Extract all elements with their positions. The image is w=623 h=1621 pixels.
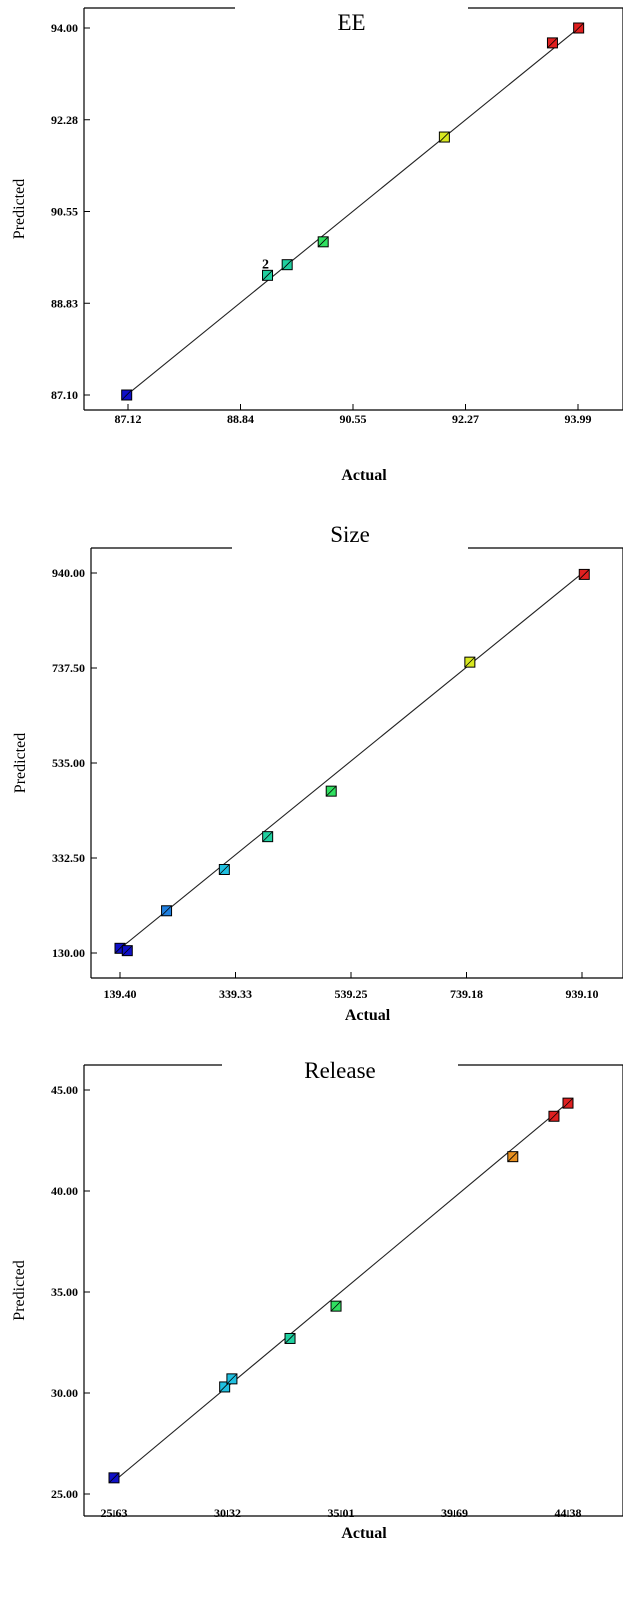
x-tick-label: 39.69 bbox=[441, 1506, 468, 1520]
data-point-slash bbox=[219, 864, 230, 875]
x-tick-label: 30.32 bbox=[214, 1506, 241, 1520]
data-point-slash bbox=[121, 945, 133, 956]
data-point-slash bbox=[439, 131, 450, 143]
x-tick-label: 87.12 bbox=[115, 412, 142, 426]
y-tick-label: 87.10 bbox=[51, 388, 78, 402]
data-point-slash bbox=[317, 236, 329, 248]
data-point-slash bbox=[284, 1333, 296, 1344]
data-point-slash bbox=[548, 1110, 560, 1122]
y-tick-label: 130.00 bbox=[52, 946, 85, 960]
fit-line bbox=[113, 1102, 569, 1482]
y-tick-label: 94.00 bbox=[51, 21, 78, 35]
x-tick-label: 339.33 bbox=[219, 987, 252, 1001]
x-tick-label: 88.84 bbox=[227, 412, 254, 426]
x-tick-label: 739.18 bbox=[450, 987, 483, 1001]
x-tick-label: 93.99 bbox=[565, 412, 592, 426]
data-point-slash bbox=[161, 905, 172, 917]
y-tick-label: 35.00 bbox=[51, 1285, 78, 1299]
y-tick-label: 45.00 bbox=[51, 1083, 78, 1097]
data-point-slash bbox=[507, 1151, 519, 1162]
chart-2: Release 25.00 30.00 35.00 40.00 45.00 25.63 30.… bbox=[11, 1058, 623, 1542]
y-tick-label: 40.00 bbox=[51, 1184, 78, 1198]
y-tick-label: 92.28 bbox=[51, 113, 78, 127]
fit-line bbox=[119, 572, 583, 950]
y-tick-label: 25.00 bbox=[51, 1487, 78, 1501]
x-tick-label: 44.38 bbox=[555, 1506, 582, 1520]
y-tick-label: 940.00 bbox=[52, 566, 85, 580]
data-point-slash bbox=[562, 1097, 574, 1109]
x-tick-label: 35.01 bbox=[328, 1506, 355, 1520]
x-tick-label: 25.63 bbox=[101, 1506, 128, 1520]
data-point-slash bbox=[121, 389, 132, 401]
y-axis-title: Predicted bbox=[11, 179, 28, 239]
chart-title: Size bbox=[330, 522, 370, 547]
x-tick-label: 139.40 bbox=[104, 987, 137, 1001]
data-point-slash bbox=[547, 37, 558, 49]
y-axis-title: Predicted bbox=[12, 733, 29, 793]
data-point-label: 2 bbox=[262, 257, 269, 272]
x-axis-title: Actual bbox=[345, 1007, 391, 1024]
chart-title: EE bbox=[337, 10, 365, 35]
data-point-slash bbox=[464, 656, 476, 668]
y-tick-label: 332.50 bbox=[52, 851, 85, 865]
x-axis-title: Actual bbox=[341, 1525, 387, 1542]
data-point-slash bbox=[114, 943, 126, 954]
x-axis-title: Actual bbox=[341, 467, 387, 484]
y-axis-title: Predicted bbox=[11, 1260, 28, 1320]
data-point-slash bbox=[262, 270, 273, 281]
chart-0: EE 87.10 88.83 90.55 92.28 94.00 87.12 88.84 90.… bbox=[11, 7, 623, 484]
chart-title: Release bbox=[304, 1058, 376, 1083]
data-point-slash bbox=[108, 1472, 120, 1484]
y-tick-label: 90.55 bbox=[51, 205, 78, 219]
data-point-slash bbox=[281, 259, 293, 270]
chart-1: Size 130.00 332.50 535.00 737.50 940.00 139.40… bbox=[12, 522, 623, 1024]
y-tick-label: 88.83 bbox=[51, 296, 78, 310]
x-tick-label: 92.27 bbox=[452, 412, 479, 426]
fit-line bbox=[127, 28, 579, 395]
y-tick-label: 737.50 bbox=[52, 661, 85, 675]
data-point-slash bbox=[325, 785, 337, 797]
y-tick-label: 30.00 bbox=[51, 1386, 78, 1400]
data-point-slash bbox=[578, 569, 590, 580]
data-point-slash bbox=[573, 22, 584, 34]
x-tick-label: 939.10 bbox=[566, 987, 599, 1001]
y-tick-label: 535.00 bbox=[52, 756, 85, 770]
x-tick-label: 539.25 bbox=[335, 987, 368, 1001]
x-tick-label: 90.55 bbox=[340, 412, 367, 426]
data-point-slash bbox=[262, 831, 273, 842]
data-point-slash bbox=[330, 1300, 342, 1312]
data-point-slash bbox=[226, 1373, 238, 1385]
